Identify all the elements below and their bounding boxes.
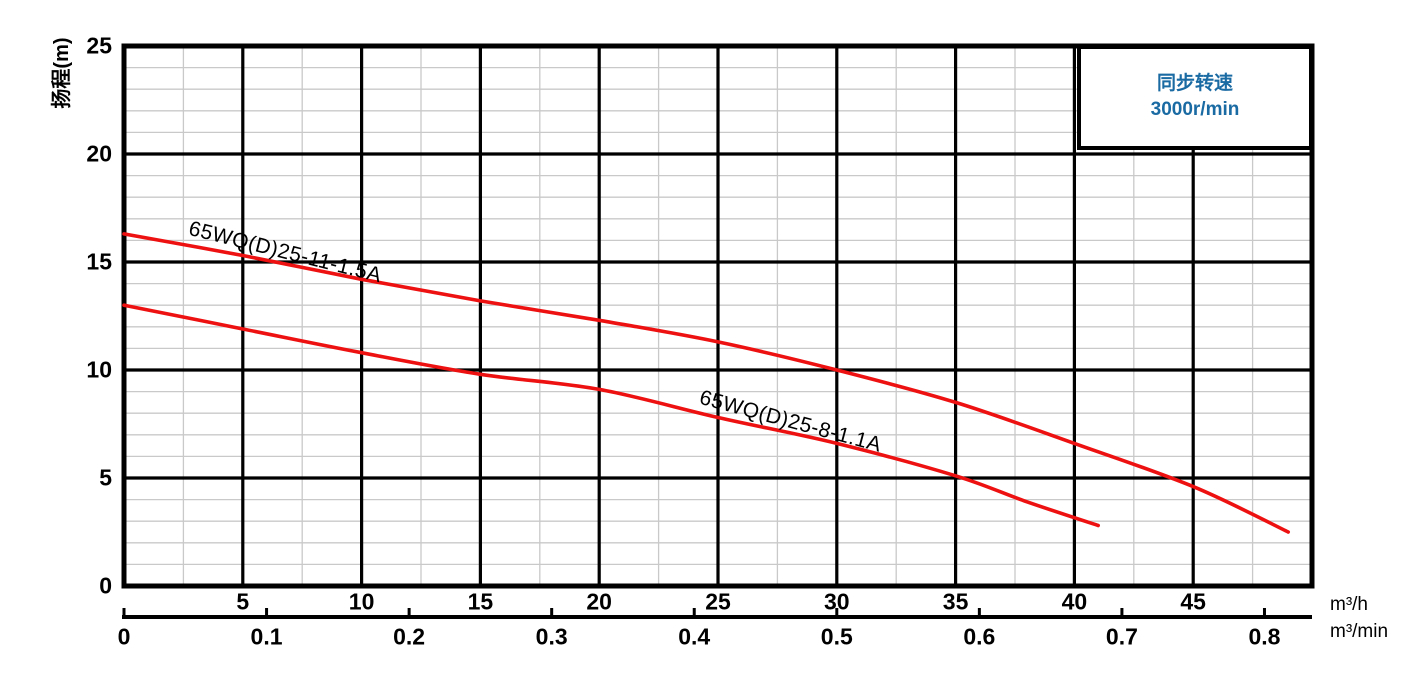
x-tick-label-m3h: 45: [1180, 588, 1206, 615]
legend-speed-title: 同步转速: [1156, 73, 1233, 95]
x-tick-label-m3h: 20: [586, 588, 612, 615]
x-tick-label-m3min: 0.8: [1248, 623, 1281, 650]
x-tick-label-m3h: 5: [236, 588, 250, 615]
x-tick-label-m3h: 25: [705, 588, 731, 615]
x-tick-label-m3min: 0.1: [250, 623, 283, 650]
y-tick-label: 5: [99, 464, 112, 491]
y-tick-label: 15: [86, 248, 112, 275]
x-tick-label-m3h: 10: [348, 588, 375, 615]
x-tick-label-m3h: 40: [1061, 588, 1088, 615]
x-tick-label-m3h: 35: [942, 588, 969, 615]
legend-speed-value: 3000r/min: [1150, 99, 1240, 120]
x-tick-label-m3min: 0: [117, 623, 131, 650]
y-tick-label: 0: [99, 572, 112, 599]
x-tick-label-m3h: 30: [824, 588, 850, 615]
pump-curve-1: [122, 232, 1290, 534]
y-tick-label: 25: [86, 32, 112, 59]
y-axis-title: 扬程(m): [51, 37, 73, 109]
x-tick-label-m3min: 0.6: [963, 623, 996, 650]
x-tick-label-m3min: 0.2: [393, 623, 426, 650]
x-axis-unit-primary: m³/h: [1330, 594, 1368, 615]
y-tick-label: 10: [86, 356, 112, 383]
x-tick-label-m3min: 0.7: [1105, 623, 1138, 650]
x-tick-label-m3min: 0.5: [820, 623, 853, 650]
x-tick-label-m3min: 0.3: [535, 623, 568, 650]
legend-box: 同步转速 3000r/min: [1077, 45, 1313, 150]
y-tick-label: 20: [86, 140, 112, 167]
x-tick-label-m3h: 15: [467, 588, 494, 615]
x-axis-unit-secondary: m³/min: [1330, 621, 1389, 642]
x-tick-label-m3min: 0.4: [678, 623, 711, 650]
pump-curve-2: [122, 303, 1100, 528]
plot-frame: [121, 43, 1315, 589]
